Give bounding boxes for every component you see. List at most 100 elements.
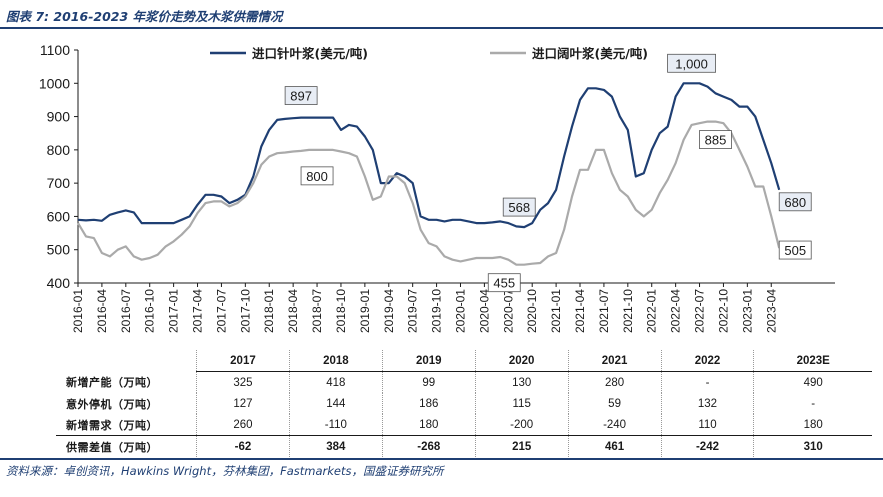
data-label-800: 800 [300, 166, 334, 186]
data-label-885: 885 [699, 130, 732, 149]
x-tick-label: 2021-04 [573, 289, 587, 333]
x-tick-label: 2017-10 [238, 289, 252, 333]
table-header-cell: 2018 [288, 350, 383, 372]
x-tick-label: 2018-07 [310, 289, 324, 333]
data-label-568: 568 [502, 197, 536, 217]
x-tick-label: 2022-04 [669, 289, 683, 333]
table-row: 意外停机（万吨） 127 144 186 115 59 132 - [56, 393, 872, 414]
table-header-cell [56, 350, 197, 372]
table-cell: 110 [660, 414, 754, 436]
x-tick-label: 2018-10 [334, 289, 348, 333]
y-tick-label: 700 [47, 175, 71, 191]
table-cell: 99 [381, 371, 476, 393]
table-header-row: 2017 2018 2019 2020 2021 2022 2023E [56, 350, 872, 372]
bottom-rule [0, 458, 883, 460]
table-row: 新增产能（万吨） 325 418 99 130 280 - 490 [56, 371, 872, 393]
table-cell: -242 [660, 435, 754, 457]
x-tick-label: 2022-10 [716, 289, 730, 333]
x-tick-label: 2016-04 [95, 289, 109, 333]
x-tick-label: 2017-04 [191, 289, 205, 333]
data-label-box [667, 53, 716, 73]
table-cell: - [660, 371, 754, 393]
data-label-box [778, 192, 812, 212]
y-tick-label: 900 [47, 109, 71, 125]
series-lines [77, 82, 781, 266]
table-header-cell: 2019 [381, 350, 476, 372]
table-cell: 180 [381, 414, 476, 436]
table-cell: - [753, 393, 872, 414]
y-tick-label: 500 [47, 242, 71, 258]
x-tick-label: 2017-01 [167, 289, 181, 333]
table-header-cell: 2023E [753, 350, 872, 372]
x-tick-label: 2019-07 [406, 289, 420, 333]
x-tick-label: 2018-01 [262, 289, 276, 333]
table-cell: 490 [753, 371, 872, 393]
data-label-1000: 1,000 [667, 53, 716, 73]
table-cell: 115 [474, 393, 569, 414]
y-tick-label: 1000 [39, 75, 70, 91]
table-cell: 461 [567, 435, 662, 457]
data-label-text: 885 [705, 133, 727, 148]
x-tick-label: 2020-01 [453, 289, 467, 333]
table-header-cell: 2020 [474, 350, 569, 372]
row-label: 新增产能（万吨） [66, 376, 158, 390]
x-tick-label: 2020-10 [525, 289, 539, 333]
x-tick-label: 2017-07 [214, 289, 228, 333]
row-label: 新增需求（万吨） [66, 418, 158, 432]
x-tick-label: 2016-10 [143, 289, 157, 333]
x-axis: 2016-01 2016-04 2016-07 2016-10 2017-01 2017-… [71, 282, 835, 333]
y-tick-label: 400 [47, 275, 71, 291]
row-label: 供需差值（万吨） [56, 435, 197, 457]
x-tick-label: 2023-01 [740, 289, 754, 333]
table-cell: 325 [196, 371, 290, 393]
figure-title: 图表 7: 2016-2023 年浆价走势及木浆供需情况 [6, 9, 283, 24]
table-cell: -110 [288, 414, 383, 436]
data-label-text: 505 [784, 243, 806, 258]
x-tick-label: 2019-01 [358, 289, 372, 333]
data-label-680: 680 [778, 192, 812, 212]
table-row: 供需差值（万吨） -62 384 -268 215 461 -242 310 [56, 435, 872, 457]
table-cell: 186 [381, 393, 476, 414]
table-cell: 180 [753, 414, 872, 436]
table-cell: 132 [660, 393, 754, 414]
table-header-cell: 2021 [567, 350, 662, 372]
table-cell: 310 [753, 435, 872, 457]
y-axis: 400 500 600 700 800 900 1000 1100 [39, 42, 79, 291]
table-cell: 280 [567, 371, 662, 393]
x-tick-label: 2019-10 [430, 289, 444, 333]
data-label-box [487, 273, 521, 293]
source-note: 资料来源：卓创资讯，Hawkins Wright，芬林集团，Fastmarket… [6, 464, 444, 478]
x-tick-label: 2021-01 [549, 289, 563, 333]
table-header-cell: 2017 [196, 350, 290, 372]
data-label-text: 455 [493, 276, 515, 291]
table-cell: -62 [196, 435, 290, 457]
x-tick-label: 2016-01 [71, 289, 85, 333]
data-label-box [778, 240, 812, 260]
data-label-box [284, 86, 318, 105]
x-tick-label: 2023-04 [764, 289, 778, 333]
data-label-box [699, 130, 732, 149]
legend-label-hardwood: 进口阔叶浆(美元/吨) [532, 46, 648, 61]
data-label-897: 897 [284, 86, 318, 105]
y-tick-label: 800 [47, 142, 71, 158]
hardwood-series-line [77, 120, 781, 266]
data-label-text: 800 [306, 169, 328, 184]
x-tick-label: 2021-07 [597, 289, 611, 333]
data-label-text: 680 [784, 195, 806, 210]
table-cell: 130 [474, 371, 569, 393]
legend-label-softwood: 进口针叶浆(美元/吨) [252, 46, 368, 61]
top-rule [0, 27, 883, 29]
table-cell: 260 [196, 414, 290, 436]
table-header-cell: 2022 [660, 350, 754, 372]
x-tick-label: 2022-07 [693, 289, 707, 333]
data-label-box [300, 166, 334, 186]
table-row: 新增需求（万吨） 260 -110 180 -200 -240 110 180 [56, 414, 872, 436]
data-label-455: 455 [487, 273, 521, 293]
x-tick-label: 2016-07 [119, 289, 133, 333]
table-cell: 59 [567, 393, 662, 414]
y-tick-label: 600 [47, 208, 71, 224]
softwood-series-line [77, 82, 781, 229]
supply-demand-table: 2017 2018 2019 2020 2021 2022 2023E 新增产能… [56, 350, 872, 457]
annotations: 897 800 568 455 1,000 885 680 505 [284, 53, 812, 293]
